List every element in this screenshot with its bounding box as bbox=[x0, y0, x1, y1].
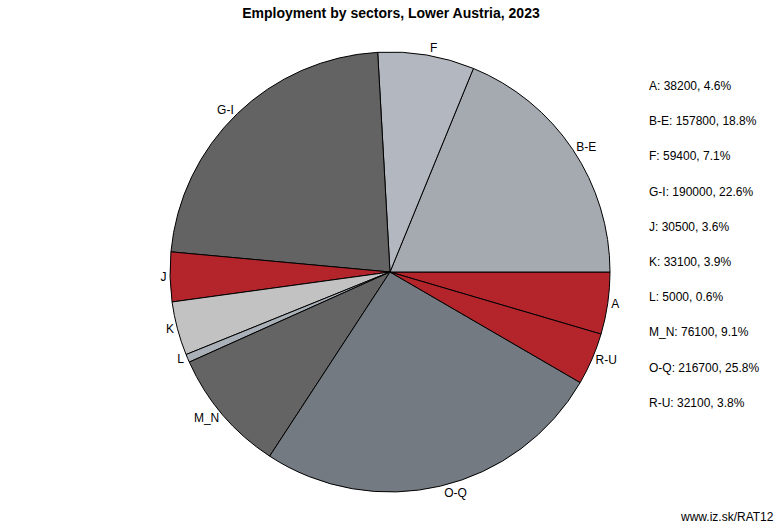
svg-text:J: J bbox=[161, 270, 167, 284]
svg-text:A: 38200, 4.6%: A: 38200, 4.6% bbox=[649, 79, 731, 93]
svg-text:www.iz.sk/RAT12: www.iz.sk/RAT12 bbox=[680, 510, 774, 524]
svg-text:O-Q: O-Q bbox=[444, 486, 467, 500]
svg-text:O-Q: 216700, 25.8%: O-Q: 216700, 25.8% bbox=[649, 361, 759, 375]
svg-text:L: 5000, 0.6%: L: 5000, 0.6% bbox=[649, 290, 723, 304]
svg-text:F: F bbox=[430, 41, 437, 55]
svg-text:L: L bbox=[177, 352, 184, 366]
svg-text:R-U: 32100, 3.8%: R-U: 32100, 3.8% bbox=[649, 396, 745, 410]
svg-text:A: A bbox=[611, 297, 619, 311]
svg-text:M_N: 76100, 9.1%: M_N: 76100, 9.1% bbox=[649, 325, 749, 339]
svg-text:B-E: B-E bbox=[576, 140, 596, 154]
svg-text:B-E: 157800, 18.8%: B-E: 157800, 18.8% bbox=[649, 114, 757, 128]
svg-text:Employment by sectors, Lower A: Employment by sectors, Lower Austria, 20… bbox=[242, 5, 540, 21]
svg-text:R-U: R-U bbox=[596, 353, 617, 367]
svg-text:G-I: 190000, 22.6%: G-I: 190000, 22.6% bbox=[649, 185, 753, 199]
svg-text:K: K bbox=[166, 322, 174, 336]
svg-text:K: 33100, 3.9%: K: 33100, 3.9% bbox=[649, 255, 731, 269]
svg-text:G-I: G-I bbox=[217, 103, 234, 117]
svg-text:J: 30500, 3.6%: J: 30500, 3.6% bbox=[649, 220, 729, 234]
svg-text:M_N: M_N bbox=[194, 411, 219, 425]
svg-text:F: 59400, 7.1%: F: 59400, 7.1% bbox=[649, 149, 731, 163]
